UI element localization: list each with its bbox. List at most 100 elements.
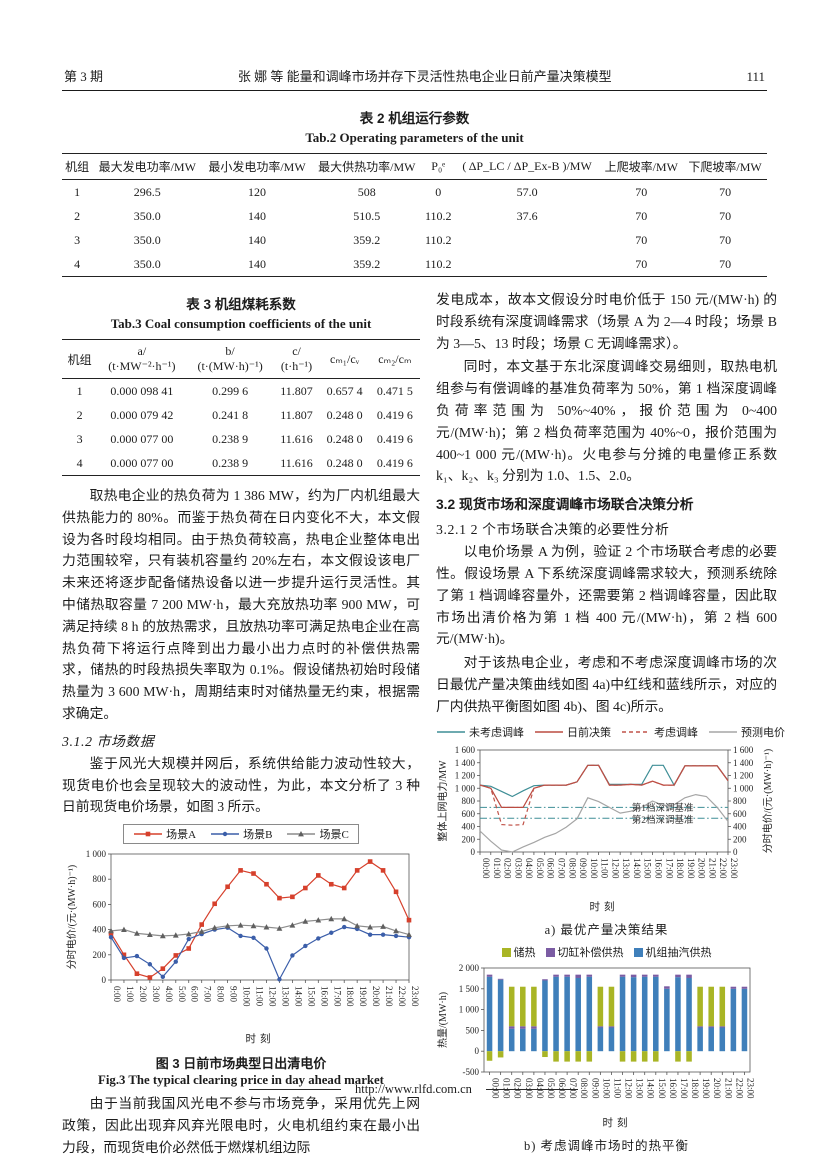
svg-text:1 000: 1 000 bbox=[733, 783, 754, 793]
svg-text:600: 600 bbox=[92, 900, 106, 910]
column-header: 机组 bbox=[62, 339, 98, 379]
svg-text:21:00: 21:00 bbox=[723, 1078, 733, 1099]
svg-text:整体上网电力/MW: 整体上网电力/MW bbox=[436, 759, 449, 841]
table-cell: 0.000 098 41 bbox=[110, 383, 174, 398]
column-header: a/ (t·MW⁻²·h⁻¹) bbox=[97, 339, 187, 379]
table-cell: 1 bbox=[76, 383, 83, 398]
svg-text:07:00: 07:00 bbox=[568, 1078, 578, 1099]
table3-coal-coefficients: 机组 a/ (t·MW⁻²·h⁻¹) b/ (t·(MW·h)⁻¹) c/ (t·h⁻… bbox=[62, 339, 420, 476]
figure-4a: 未考虑调峰 日前决策 考虑调峰 预测电价 0 0 200 200 400 400 600 600 80… bbox=[436, 724, 785, 938]
table-cell: 3 bbox=[74, 232, 81, 247]
column-header: 最大供热功率/MW bbox=[311, 153, 422, 180]
table-cell: 296.5 bbox=[133, 184, 161, 199]
table2-title-en: Tab.2 Operating parameters of the unit bbox=[305, 130, 524, 145]
fig3-caption-en: Fig.3 The typical clearing price in day … bbox=[98, 1073, 384, 1088]
legend-line-sample bbox=[134, 831, 163, 837]
svg-text:11:00: 11:00 bbox=[254, 986, 264, 1007]
table-cell: 37.6 bbox=[516, 208, 538, 223]
legend-line-sample bbox=[535, 730, 563, 733]
svg-text:第1档深调基准: 第1档深调基准 bbox=[632, 802, 694, 814]
legend-line-sample bbox=[437, 730, 465, 733]
fig3-chart: 0 200 400 600 800 1 000 0:00 1:00 2:00 3:00 4:00 5:… bbox=[62, 846, 420, 1051]
svg-text:09:00: 09:00 bbox=[578, 858, 588, 879]
svg-text:22:00: 22:00 bbox=[397, 986, 407, 1007]
fig4a-chart: 0 0 200 200 400 400 600 600 800 800 1 000 1 000 1 20… bbox=[436, 742, 777, 919]
table-cell: 57.0 bbox=[516, 184, 538, 199]
table-cell: 0.299 6 bbox=[212, 383, 249, 398]
table-cell: 70 bbox=[719, 232, 732, 247]
left-column: 表 3 机组煤耗系数 Tab.3 Coal consumption coeffi… bbox=[62, 289, 420, 1161]
table-cell: 4 bbox=[74, 256, 81, 271]
table-cell: 110.2 bbox=[424, 232, 452, 247]
svg-text:第2档深调基准: 第2档深调基准 bbox=[632, 814, 694, 826]
table-cell: 0.419 6 bbox=[376, 455, 413, 470]
figure-4b: 储热 切缸补偿供热 机组抽汽供热 -500 0 500 1 000 1 500 2 000 00… bbox=[436, 944, 777, 1154]
svg-text:200: 200 bbox=[733, 834, 747, 844]
table-row: 4 350.0 140 359.2 110.2 70 70 bbox=[62, 252, 767, 277]
footer-rule-left bbox=[249, 1089, 342, 1090]
legend-item: 场景C bbox=[286, 826, 349, 842]
table-cell: 0.000 077 00 bbox=[110, 455, 174, 470]
legend-line-sample bbox=[622, 730, 650, 733]
journal-url-link[interactable]: http://www.rlfd.com.cn bbox=[355, 1082, 472, 1096]
table-cell: 70 bbox=[635, 256, 648, 271]
svg-text:20:00: 20:00 bbox=[712, 1078, 722, 1099]
table-cell: 0.000 077 00 bbox=[110, 431, 174, 446]
svg-text:1 500: 1 500 bbox=[459, 983, 480, 993]
svg-text:13:00: 13:00 bbox=[280, 986, 290, 1007]
svg-text:22:00: 22:00 bbox=[734, 1078, 744, 1099]
svg-text:0: 0 bbox=[471, 847, 476, 857]
header-rule bbox=[62, 90, 767, 91]
page-number: 111 bbox=[746, 69, 765, 84]
table-cell: 510.5 bbox=[353, 208, 381, 223]
svg-text:22:00: 22:00 bbox=[718, 858, 728, 879]
svg-text:10:00: 10:00 bbox=[589, 858, 599, 879]
legend-label: 场景B bbox=[243, 829, 273, 842]
svg-text:19:00: 19:00 bbox=[686, 858, 696, 879]
table-cell: 0.419 6 bbox=[376, 407, 413, 422]
table-cell: 350.0 bbox=[133, 256, 161, 271]
paragraph-wind-policy: 由于当前我国风光电不参与市场竞争，采用优先上网政策，因此出现弃风弃光限电时，火电… bbox=[62, 1096, 420, 1155]
svg-text:06:00: 06:00 bbox=[557, 1078, 567, 1099]
legend-swatch bbox=[545, 947, 555, 957]
page-footer: http://www.rlfd.com.cn bbox=[0, 1082, 827, 1097]
svg-text:1 200: 1 200 bbox=[733, 770, 754, 780]
fig4a-legend: 未考虑调峰 日前决策 考虑调峰 预测电价 bbox=[436, 724, 785, 740]
footer-rule-right bbox=[485, 1089, 578, 1090]
svg-text:02:00: 02:00 bbox=[513, 1078, 523, 1099]
svg-text:800: 800 bbox=[92, 874, 106, 884]
svg-text:分时电价/(元·(MW·h)⁻¹): 分时电价/(元·(MW·h)⁻¹) bbox=[761, 748, 774, 852]
svg-text:600: 600 bbox=[733, 808, 747, 818]
table-cell: 3 bbox=[76, 431, 83, 446]
svg-text:19:00: 19:00 bbox=[358, 986, 368, 1007]
svg-text:400: 400 bbox=[733, 821, 747, 831]
column-header: cₘ₂/cₘ bbox=[369, 339, 420, 379]
svg-text:08:00: 08:00 bbox=[579, 1078, 589, 1099]
legend-label: 预测电价 bbox=[741, 726, 785, 739]
svg-text:20:00: 20:00 bbox=[371, 986, 381, 1007]
table-row: 3 350.0 140 359.2 110.2 70 70 bbox=[62, 228, 767, 252]
svg-text:400: 400 bbox=[92, 925, 106, 935]
column-header: 最大发电功率/MW bbox=[92, 153, 203, 180]
svg-text:18:00: 18:00 bbox=[345, 986, 355, 1007]
svg-text:19:00: 19:00 bbox=[701, 1078, 711, 1099]
svg-text:16:00: 16:00 bbox=[668, 1078, 678, 1099]
svg-text:0: 0 bbox=[101, 975, 106, 985]
table-cell bbox=[455, 228, 600, 252]
fig4b-legend: 储热 切缸补偿供热 机组抽汽供热 bbox=[501, 944, 712, 960]
table-cell: 110.2 bbox=[424, 208, 452, 223]
svg-text:2:00: 2:00 bbox=[137, 986, 147, 1003]
svg-text:14:00: 14:00 bbox=[646, 1078, 656, 1099]
paragraph-peak-rules: 同时，本文基于东北深度调峰交易细则，取热电机组参与有偿调峰的基准负荷率为 50%… bbox=[436, 359, 777, 484]
legend-item: 未考虑调峰 bbox=[436, 724, 524, 740]
legend-item: 日前决策 bbox=[534, 724, 611, 740]
table-cell: 0.238 9 bbox=[212, 455, 249, 470]
figure-3: 场景A 场景B 场景C 0 200 400 600 800 1 000 0:00 1:00 2:00… bbox=[62, 824, 420, 1088]
table-cell: 11.616 bbox=[280, 455, 313, 470]
svg-text:1:00: 1:00 bbox=[124, 986, 134, 1003]
table-cell: 0.471 5 bbox=[376, 383, 413, 398]
column-header: P₀ᵉ bbox=[421, 153, 455, 180]
table-cell: 4 bbox=[76, 455, 83, 470]
svg-text:17:00: 17:00 bbox=[679, 1078, 689, 1099]
